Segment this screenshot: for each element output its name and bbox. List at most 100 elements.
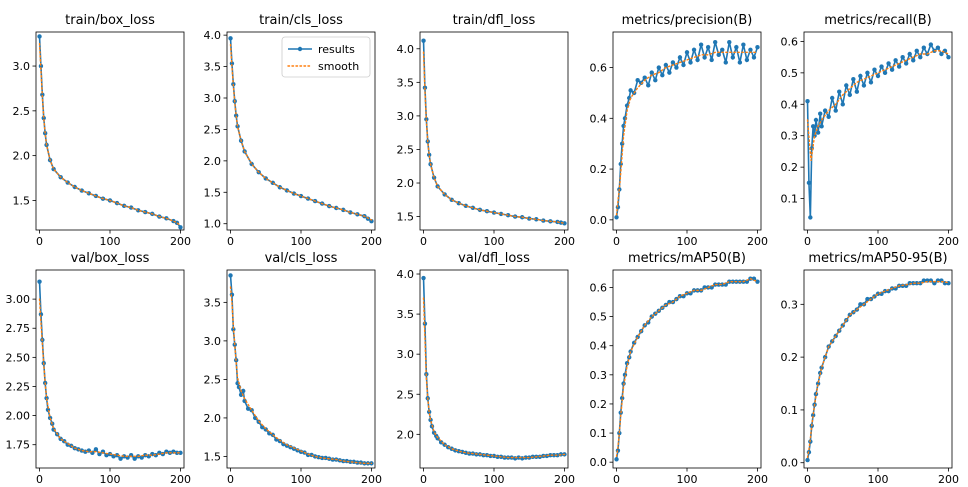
y-tick-label: 0.3 (781, 130, 799, 143)
results-point (252, 415, 258, 421)
y-tick-label: 0.2 (590, 163, 608, 176)
x-tick-label: 100 (484, 235, 505, 248)
results-point (727, 39, 732, 45)
panel-title: metrics/mAP50-95(B) (808, 251, 947, 266)
smooth-series-line (615, 51, 759, 216)
results-point (684, 50, 690, 55)
y-tick-label: 2.00 (6, 410, 31, 423)
y-tick-label: 2.5 (397, 143, 415, 156)
plot-area (37, 279, 183, 461)
results-series-line (422, 277, 565, 460)
results-point (815, 130, 821, 135)
y-tick-label: 2.0 (204, 155, 222, 168)
results-point (41, 115, 46, 121)
results-point (829, 95, 835, 101)
results-point (840, 102, 845, 107)
y-tick-label: 2.25 (6, 380, 31, 393)
y-tick-label: 0.2 (781, 161, 799, 174)
results-point (628, 88, 633, 93)
axes-frame (419, 269, 569, 469)
results-point (833, 108, 838, 113)
results-point (744, 279, 750, 284)
results-point (806, 180, 812, 186)
results-point (498, 211, 504, 217)
results-point (551, 452, 557, 458)
results-series-line (229, 275, 372, 465)
results-point (900, 54, 905, 60)
x-tick-label: 200 (361, 473, 382, 486)
x-tick-label: 0 (804, 473, 811, 486)
results-point (642, 75, 647, 80)
results-point (723, 60, 728, 65)
smooth-series-line (38, 298, 182, 458)
results-point (879, 64, 884, 69)
results-point (93, 447, 99, 452)
y-tick-label: 1.5 (13, 194, 31, 207)
x-tick-label: 100 (677, 235, 698, 248)
plot-area (421, 275, 567, 461)
x-tick-label: 0 (36, 235, 43, 248)
results-point (241, 388, 246, 394)
y-tick-label: 0.1 (781, 404, 799, 417)
results-point (705, 45, 711, 50)
results-point (174, 450, 180, 456)
y-tick-label: 1.75 (6, 439, 31, 452)
results-point (37, 279, 42, 284)
panel-train-box-loss: train/box_loss 0 100 200 1.5 2.0 2.5 3.0 (13, 13, 191, 248)
results-point (674, 65, 679, 70)
axes-frame (612, 269, 762, 469)
legend-smooth-label: smooth (318, 60, 359, 73)
smooth-series-line (615, 277, 759, 458)
legend-box (281, 36, 371, 78)
y-tick-label: 0.6 (781, 35, 799, 48)
panel-metrics-map50-b: metrics/mAP50(B) 0 100 200 0.0 0.1 0.2 0.3 0.4 0.… (590, 251, 768, 486)
results-point (810, 124, 816, 129)
results-point (37, 34, 42, 39)
results-point (534, 217, 539, 222)
results-point (810, 413, 816, 418)
results-point (649, 70, 654, 75)
results-point (709, 285, 714, 290)
y-tick-label: 2.5 (397, 388, 415, 401)
y-tick-label: 0.5 (781, 67, 799, 80)
axes-frame (226, 269, 376, 469)
x-tick-label: 200 (554, 235, 575, 248)
results-point (935, 45, 941, 50)
y-tick-label: 2.0 (13, 150, 31, 163)
results-point (755, 279, 760, 284)
y-tick-label: 0.3 (781, 298, 799, 311)
results-series-line (615, 41, 759, 218)
x-tick-label: 100 (100, 235, 121, 248)
results-point (737, 60, 743, 65)
results-point (619, 395, 625, 401)
x-tick-label: 0 (227, 473, 234, 486)
results-point (819, 124, 824, 129)
results-point (646, 83, 651, 88)
x-tick-label: 100 (100, 473, 121, 486)
y-tick-label: 1.5 (204, 450, 222, 463)
panel-val-cls-loss: val/cls_loss 0 100 200 1.5 2.0 2.5 3.0 3.5 (204, 251, 382, 486)
y-tick-label: 1.0 (204, 218, 222, 231)
y-tick-label: 0.5 (590, 311, 608, 324)
smooth-series-line (38, 42, 182, 227)
results-point (805, 98, 810, 104)
y-tick-label: 2.0 (204, 412, 222, 425)
results-point (886, 61, 891, 66)
results-point (228, 273, 233, 278)
y-tick-label: 0.0 (590, 214, 608, 227)
results-point (808, 215, 813, 220)
panel-metrics-map50-95-b: metrics/mAP50-95(B) 0 100 200 0.0 0.1 0.2 0.3 (781, 251, 959, 486)
results-point (245, 406, 251, 411)
results-point (316, 455, 321, 460)
results-point (44, 395, 49, 401)
results-point (882, 70, 888, 76)
results-point (751, 55, 757, 60)
y-tick-label: 2.5 (13, 105, 31, 118)
y-tick-label: 2.0 (397, 428, 415, 441)
results-point (702, 55, 707, 60)
y-tick-label: 4.0 (397, 268, 415, 281)
panel-title: metrics/recall(B) (824, 13, 931, 28)
results-point (516, 455, 521, 460)
results-point (946, 54, 951, 60)
results-point (844, 83, 849, 88)
